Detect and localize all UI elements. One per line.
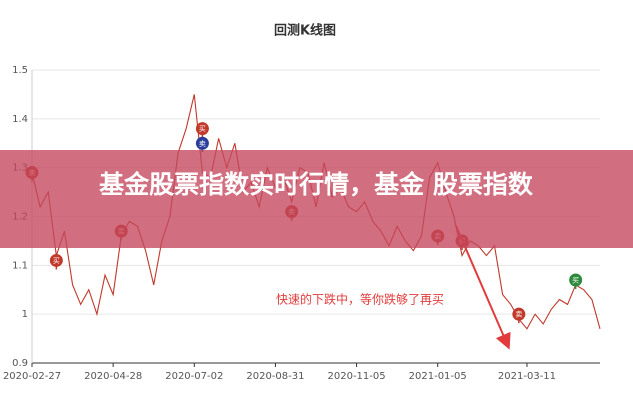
x-tick-label: 2020-07-02 — [165, 371, 223, 382]
trade-label: 买 — [572, 276, 579, 284]
x-tick-label: 2020-11-05 — [328, 371, 386, 382]
y-tick-label: 1.1 — [12, 260, 28, 271]
trade-marker — [512, 307, 526, 321]
trade-marker — [569, 273, 583, 287]
x-tick-label: 2020-02-27 — [3, 371, 61, 382]
trade-marker — [195, 122, 209, 136]
x-tick-label: 2020-04-28 — [84, 371, 142, 382]
annotation: 快速的下跌中，等你跌够了再买 — [276, 292, 444, 307]
trade-label: 卖 — [515, 311, 522, 319]
trade-label: 买 — [199, 125, 206, 133]
x-tick-label: 2020-08-31 — [246, 371, 304, 382]
trade-marker — [49, 253, 63, 267]
y-tick-label: 1.5 — [12, 65, 28, 76]
trade-label: 买 — [53, 257, 60, 265]
trade-label: 卖 — [199, 140, 206, 148]
chart-title: 回测K线图 — [274, 23, 336, 39]
banner: 基金股票指数实时行情，基金 股票指数 — [99, 170, 534, 199]
y-tick-label: 1.4 — [12, 114, 28, 125]
x-tick-label: 2021-03-11 — [498, 371, 556, 382]
trade-marker — [195, 136, 209, 150]
banner-bg — [0, 150, 633, 248]
y-tick-label: 0.9 — [12, 358, 28, 369]
y-tick-label: 1 — [22, 309, 28, 320]
x-tick-label: 2021-01-05 — [409, 371, 467, 382]
